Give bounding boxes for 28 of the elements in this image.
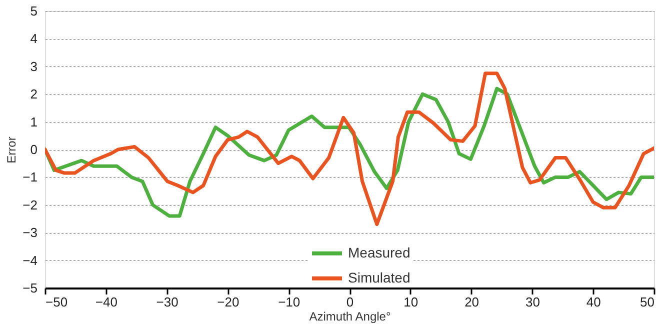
y-tick-label: 4 xyxy=(30,31,38,46)
x-tick-label: 10 xyxy=(404,294,418,310)
y-tick-label: −5 xyxy=(22,280,38,296)
x-tick-label: 30 xyxy=(525,294,540,310)
legend-label: Simulated xyxy=(348,269,410,286)
line-series xyxy=(45,72,654,226)
x-tick-label: 50 xyxy=(640,294,654,310)
y-tick-label: −1 xyxy=(22,170,38,185)
y-tick-label: −2 xyxy=(22,197,38,212)
y-tick-label: −3 xyxy=(22,225,38,240)
x-tick-label: 40 xyxy=(586,294,601,310)
x-tick-label: −10 xyxy=(278,294,300,310)
x-axis-title: Azimuth Angle° xyxy=(309,310,391,324)
legend-label: Measured xyxy=(348,244,410,260)
y-tick-label: 2 xyxy=(30,86,38,102)
x-tick-label: −40 xyxy=(95,294,118,310)
line-series xyxy=(45,86,654,218)
x-tick-label: −50 xyxy=(46,294,68,310)
x-tick-label: 0 xyxy=(346,294,354,310)
y-tick-label: 1 xyxy=(30,114,38,130)
x-tick-label: −30 xyxy=(156,294,178,310)
x-tick-label: −20 xyxy=(217,294,240,310)
y-tick-label: 5 xyxy=(30,4,38,18)
y-tick-label: 0 xyxy=(30,142,38,157)
x-tick-label: 20 xyxy=(464,294,480,310)
y-tick-label: 3 xyxy=(30,58,38,74)
y-axis-title: Error xyxy=(4,136,19,164)
y-tick-label: −4 xyxy=(22,252,38,268)
